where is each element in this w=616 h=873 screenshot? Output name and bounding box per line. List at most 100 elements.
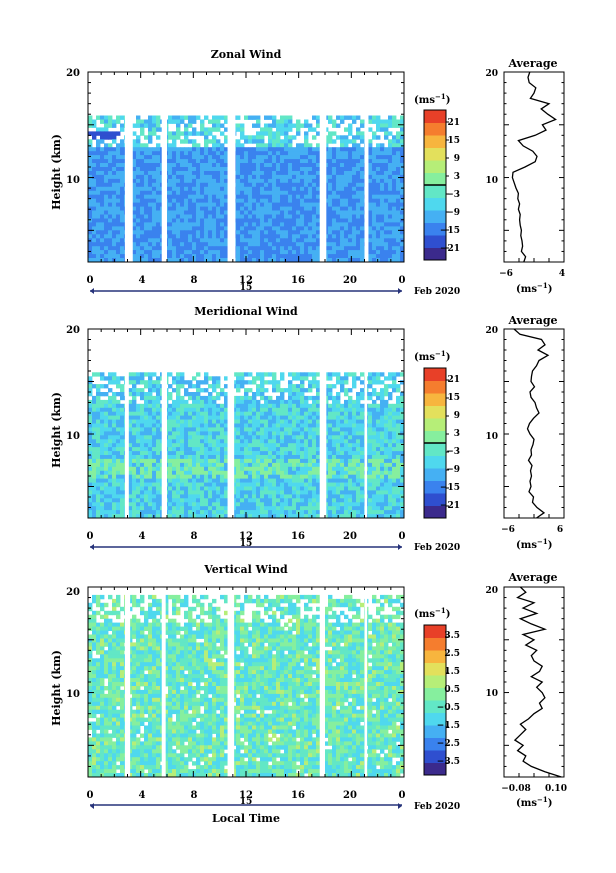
heatmap-cell (108, 178, 113, 184)
heatmap-cell (292, 451, 297, 456)
heatmap-cell (220, 226, 225, 231)
heatmap-cell (400, 222, 404, 227)
heatmap-cell (152, 451, 157, 456)
heatmap-cell (392, 194, 397, 200)
heatmap-cell (400, 435, 404, 440)
heatmap-cell (152, 415, 157, 420)
heatmap-cell (204, 423, 209, 428)
heatmap-cell (208, 234, 213, 239)
heatmap-cell (264, 415, 269, 420)
heatmap-cell (392, 427, 397, 432)
heatmap-cell (188, 123, 193, 128)
heatmap-cell (116, 171, 121, 176)
heatmap-cell (284, 447, 289, 452)
heatmap-cell (272, 478, 277, 483)
heatmap-cell (220, 458, 225, 464)
heatmap-cell (288, 462, 293, 468)
heatmap-cell (152, 174, 157, 180)
heatmap-cell (312, 198, 317, 204)
heatmap-cell (152, 115, 157, 120)
heatmap-cell (184, 127, 189, 132)
heatmap-cell (180, 250, 185, 255)
heatmap-cell (148, 407, 153, 413)
heatmap-cell (248, 202, 253, 207)
heatmap-cell (132, 376, 137, 381)
heatmap-cell (156, 171, 161, 176)
heatmap-cell (120, 230, 125, 235)
heatmap-cell (212, 478, 217, 483)
heatmap-cell (88, 466, 93, 472)
heatmap-cell (280, 411, 285, 416)
heatmap-cell (308, 474, 313, 479)
heatmap-cell (148, 190, 153, 196)
heatmap-cell (128, 423, 133, 428)
heatmap-cell (300, 238, 305, 243)
heatmap-cell (400, 186, 404, 192)
heatmap-cell (316, 147, 321, 152)
heatmap-cell (220, 388, 225, 393)
heatmap-cell (352, 214, 357, 219)
heatmap-cell (384, 230, 389, 235)
heatmap-cell (140, 254, 145, 259)
heatmap-cell (380, 458, 385, 464)
heatmap-cell (148, 372, 153, 377)
colorbar-segment (424, 172, 446, 186)
heatmap-cell (152, 372, 157, 377)
heatmap-cell (288, 214, 293, 219)
heatmap-cell (136, 411, 141, 416)
heatmap-cell (220, 419, 225, 424)
heatmap-cell (344, 470, 349, 476)
heatmap-cell (336, 403, 341, 409)
heatmap-cell (272, 155, 277, 160)
heatmap-cell (108, 198, 113, 204)
heatmap-cell (328, 415, 333, 420)
heatmap-cell (144, 194, 149, 200)
heatmap-cell (108, 380, 113, 385)
heatmap-cell (96, 246, 101, 251)
heatmap-cell (368, 151, 373, 156)
heatmap-cell (184, 242, 189, 247)
heatmap-cell (356, 218, 361, 223)
average-x-tick-label: −6 (499, 269, 513, 279)
heatmap-cell (244, 443, 249, 448)
heatmap-cell (220, 206, 225, 211)
heatmap-cell (100, 115, 105, 120)
heatmap-cell (372, 171, 377, 176)
heatmap-cell (92, 242, 97, 247)
heatmap-cell (192, 234, 197, 239)
heatmap-cell (236, 482, 241, 487)
heatmap-cell (232, 455, 237, 460)
heatmap-cell (284, 230, 289, 235)
heatmap-cell (252, 395, 257, 401)
heatmap-cell (308, 478, 313, 483)
data-gap (161, 72, 167, 262)
heatmap-cell (264, 163, 269, 168)
heatmap-cell (168, 151, 173, 156)
colorbar-tick-label: 21 (447, 118, 460, 128)
heatmap-cell (360, 451, 365, 456)
heatmap-cell (172, 214, 177, 219)
heatmap-cell (288, 380, 293, 385)
heatmap-cell (168, 194, 173, 200)
heatmap-cell (264, 190, 269, 196)
heatmap-cell (188, 119, 193, 124)
heatmap-cell (180, 423, 185, 428)
heatmap-cell (224, 411, 229, 416)
heatmap-cell (328, 171, 333, 176)
heatmap-cell (296, 372, 301, 377)
heatmap-cell (156, 395, 161, 401)
heatmap-cell (344, 466, 349, 472)
heatmap-cell (272, 419, 277, 424)
heatmap-cell (108, 238, 113, 243)
heatmap-cell (300, 182, 305, 188)
heatmap-cell (276, 395, 281, 401)
heatmap-cell (284, 470, 289, 476)
heatmap-cell (184, 474, 189, 479)
heatmap-cell (388, 470, 393, 476)
heatmap-cell (192, 131, 197, 136)
heatmap-cell (240, 380, 245, 385)
heatmap-cell (308, 186, 313, 192)
colorbar-segment (424, 135, 446, 148)
heatmap-cell (108, 388, 113, 393)
heatmap-cell (216, 226, 221, 231)
